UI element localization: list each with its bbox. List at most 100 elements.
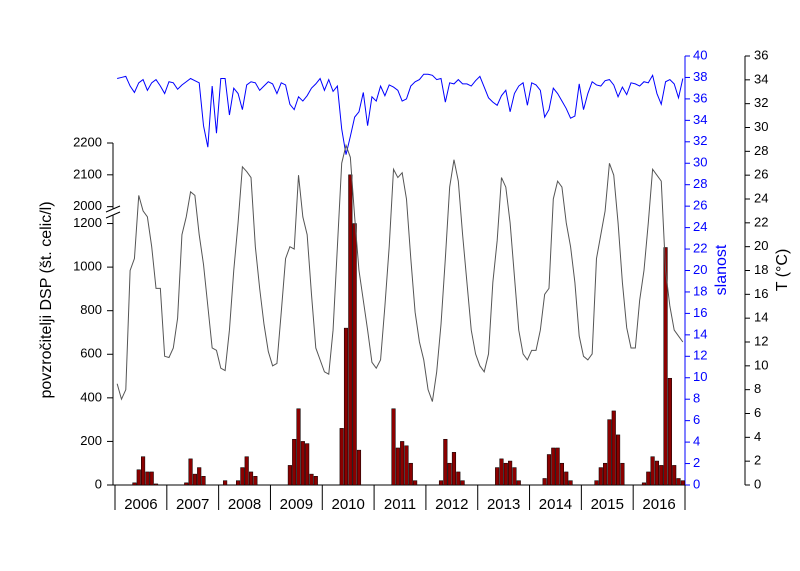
bar [141, 456, 146, 486]
bar [408, 462, 413, 486]
bar [508, 460, 513, 486]
y-tick-label: 600 [80, 346, 102, 361]
bar [197, 467, 202, 486]
bar [248, 471, 254, 486]
bar [512, 467, 517, 486]
bar [456, 471, 461, 486]
y-tick-label: 800 [80, 302, 102, 317]
x-tick-label: 2007 [176, 496, 209, 513]
y3-tick-label: 18 [754, 262, 768, 277]
y2-tick-label: 14 [693, 326, 707, 341]
y2-tick-label: 40 [693, 47, 707, 62]
bar [598, 467, 603, 486]
bar [145, 471, 150, 486]
line [117, 73, 684, 155]
bar [149, 471, 154, 486]
bar [188, 458, 193, 486]
y3-tick-label: 16 [754, 286, 768, 301]
bar [287, 465, 292, 486]
bar [546, 454, 552, 486]
y2-tick-label: 38 [693, 69, 707, 84]
y2-tick-label: 28 [693, 176, 707, 191]
y2-tick-label: 30 [693, 155, 707, 170]
y3-tick-label: 2 [754, 453, 761, 468]
bar [192, 473, 197, 486]
y2-tick-label: 16 [693, 305, 707, 320]
y2-tick-label: 20 [693, 262, 707, 277]
bar [516, 480, 521, 486]
bar [641, 482, 647, 486]
bar [443, 438, 448, 486]
bar [253, 476, 258, 486]
y3-tick-label: 8 [754, 381, 761, 396]
bar [438, 480, 444, 486]
bar [680, 480, 685, 486]
y3-tick-label: 6 [754, 405, 761, 420]
bar [309, 473, 314, 486]
bar [667, 377, 672, 486]
bar [603, 462, 608, 486]
y-tick-label: 2200 [73, 134, 102, 149]
x-tick-label: 2013 [487, 496, 520, 513]
x-tick-label: 2014 [539, 496, 572, 513]
y2-tick-label: 18 [693, 283, 707, 298]
y2-tick-label: 2 [693, 455, 700, 470]
y2-tick-label: 24 [693, 219, 707, 234]
bar [292, 438, 297, 486]
bar [352, 223, 357, 486]
bar [395, 447, 400, 486]
bar [499, 458, 504, 486]
y3-tick-label: 36 [754, 47, 768, 62]
bar [356, 449, 362, 486]
bar [654, 460, 659, 486]
y-tick-label: 2100 [73, 166, 102, 181]
bar [611, 410, 616, 486]
y2-tick-label: 32 [693, 133, 707, 148]
y3-tick-label: 0 [754, 476, 761, 491]
bar [313, 476, 318, 486]
bar [343, 327, 349, 486]
y3-tick-label: 24 [754, 190, 768, 205]
bar [201, 476, 206, 486]
bar [559, 462, 564, 486]
bar [646, 471, 651, 486]
bar [404, 445, 409, 486]
bar [650, 456, 655, 486]
bar [451, 452, 457, 486]
bar [495, 467, 500, 486]
y3-tick-label: 32 [754, 95, 768, 110]
y-axis-label: povzročitelji DSP (št. celic/l) [38, 201, 55, 398]
y3-tick-label: 30 [754, 119, 768, 134]
bar [223, 480, 228, 486]
bar [136, 469, 141, 486]
x-tick-label: 2006 [124, 496, 157, 513]
y2-tick-label: 12 [693, 348, 707, 363]
x-tick-label: 2015 [591, 496, 624, 513]
bar [447, 462, 452, 486]
bar [296, 408, 301, 486]
bar [244, 456, 249, 486]
y3-tick-label: 4 [754, 429, 761, 444]
y3-tick-label: 14 [754, 310, 768, 325]
y-tick-label: 400 [80, 389, 102, 404]
bar [659, 465, 664, 486]
bar [413, 480, 418, 486]
bar [620, 462, 625, 486]
bar [672, 465, 677, 486]
line [116, 143, 684, 402]
bar [236, 480, 241, 486]
x-tick-label: 2012 [435, 496, 468, 513]
y2-tick-label: 4 [693, 434, 700, 449]
y3-tick-label: 22 [754, 214, 768, 229]
x-tick-label: 2009 [280, 496, 313, 513]
bar [153, 483, 159, 486]
y2-tick-label: 6 [693, 412, 700, 427]
bar [663, 247, 668, 486]
y2-tick-label: 10 [693, 369, 707, 384]
bar [542, 478, 547, 486]
bar [348, 174, 353, 486]
bar [616, 434, 621, 486]
bar [460, 480, 465, 486]
bar [594, 480, 599, 486]
y-tick-label: 0 [95, 476, 102, 491]
